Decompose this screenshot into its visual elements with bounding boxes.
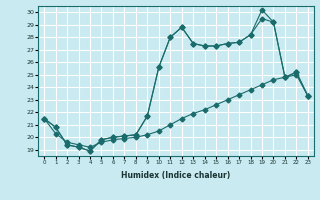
X-axis label: Humidex (Indice chaleur): Humidex (Indice chaleur) xyxy=(121,171,231,180)
